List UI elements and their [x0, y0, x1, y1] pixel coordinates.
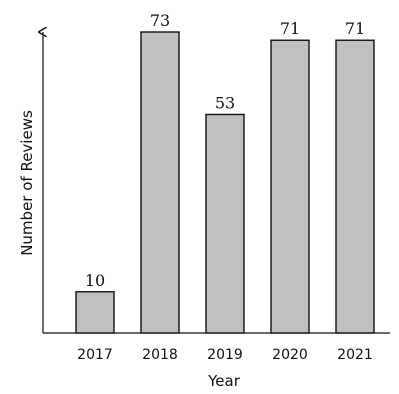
- value-labels-group: 10 73 53 71 71: [85, 11, 365, 290]
- x-axis-label: Year: [207, 372, 241, 390]
- y-axis-label: Number of Reviews: [18, 110, 36, 256]
- value-label-2021: 71: [345, 19, 365, 38]
- bar-2021: [335, 39, 375, 334]
- value-label-2020: 71: [280, 19, 300, 38]
- value-label-2018: 73: [150, 11, 170, 30]
- x-tick-label-2020: 2020: [272, 347, 308, 363]
- bar-2019: [205, 113, 245, 334]
- bar-2018: [140, 31, 180, 334]
- value-label-2019: 53: [215, 93, 235, 112]
- x-tick-label-2019: 2019: [207, 347, 243, 363]
- bar-2020: [270, 39, 310, 334]
- x-tick-label-2021: 2021: [337, 347, 373, 363]
- tick-labels-group: 2017 2018 2019 2020 2021: [77, 347, 373, 363]
- bar-2017: [75, 291, 115, 334]
- x-tick-label-2017: 2017: [77, 347, 113, 363]
- value-label-2017: 10: [85, 271, 105, 290]
- bars-group: [75, 31, 375, 334]
- x-tick-label-2018: 2018: [142, 347, 178, 363]
